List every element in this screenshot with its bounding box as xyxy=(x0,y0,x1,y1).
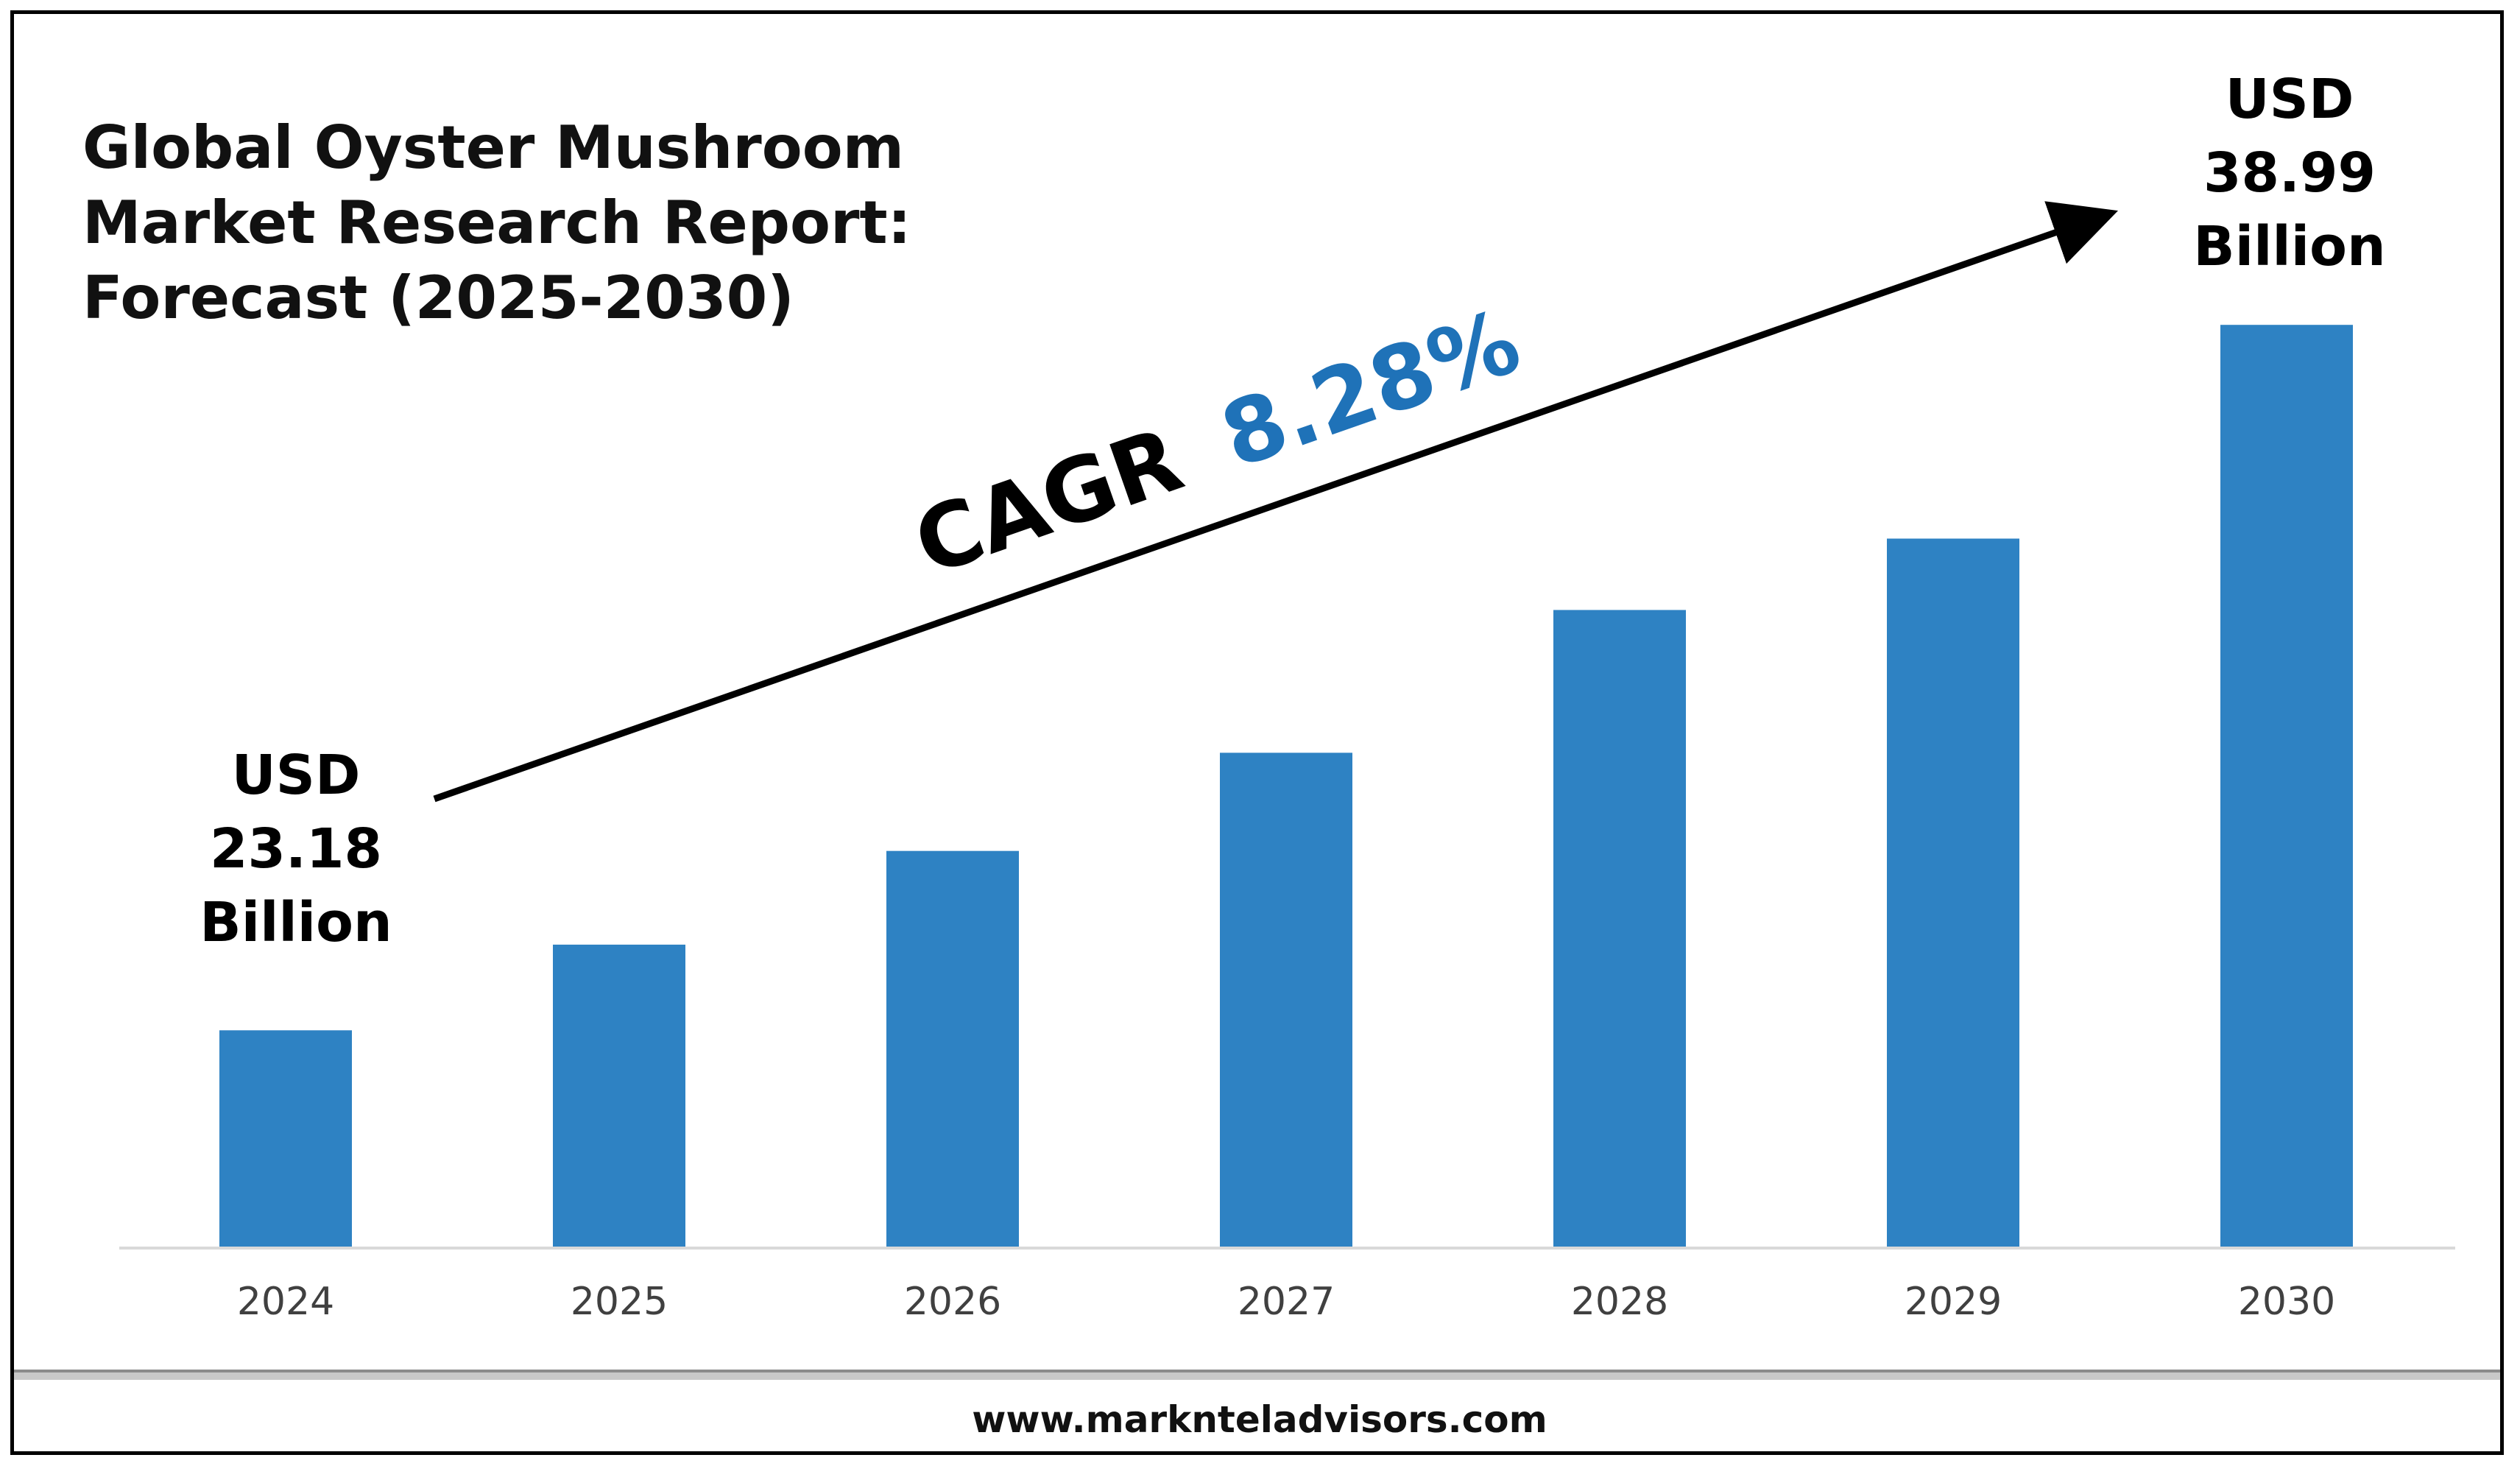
start-value-callout: USD 23.18 Billion xyxy=(200,744,392,954)
x-tick-label-2025: 2025 xyxy=(571,1280,668,1324)
cagr-label: CAGR 8.28% xyxy=(903,291,1533,596)
bar-2025 xyxy=(553,944,685,1248)
cagr-value: 8.28% xyxy=(1209,291,1532,489)
footer-url[interactable]: www.marknteladvisors.com xyxy=(972,1398,1547,1441)
bar-2024 xyxy=(219,1030,352,1248)
bar-2026 xyxy=(886,850,1019,1248)
title-line-1: Global Oyster Mushroom xyxy=(82,113,904,182)
x-tick-label-2028: 2028 xyxy=(1571,1280,1668,1324)
end-callout-unit: Billion xyxy=(2193,215,2385,278)
start-callout-value: 23.18 xyxy=(210,817,382,881)
bar-2027 xyxy=(1220,753,1352,1248)
x-tick-label-2024: 2024 xyxy=(237,1280,334,1324)
x-tick-label-2029: 2029 xyxy=(1905,1280,2002,1324)
x-tick-label-2027: 2027 xyxy=(1238,1280,1335,1324)
x-tick-label-2030: 2030 xyxy=(2238,1280,2335,1324)
bar-2029 xyxy=(1887,538,2019,1248)
title-line-3: Forecast (2025-2030) xyxy=(82,264,794,332)
start-callout-currency: USD xyxy=(232,744,361,807)
chart-title: Global Oyster Mushroom Market Research R… xyxy=(82,113,911,332)
cagr-prefix: CAGR xyxy=(903,409,1195,596)
end-value-callout: USD 38.99 Billion xyxy=(2193,68,2385,278)
x-axis-ticks: 2024 2025 2026 2027 2028 2029 2030 xyxy=(237,1280,2335,1324)
bars-group xyxy=(219,325,2353,1248)
footer-separator-shadow xyxy=(14,1372,2500,1380)
end-callout-currency: USD xyxy=(2226,68,2354,131)
trend-arrow xyxy=(433,201,2118,803)
start-callout-unit: Billion xyxy=(200,891,392,954)
x-tick-label-2026: 2026 xyxy=(904,1280,1001,1324)
title-line-2: Market Research Report: xyxy=(82,188,911,257)
bar-2030 xyxy=(2220,325,2353,1248)
end-callout-value: 38.99 xyxy=(2203,141,2376,205)
bar-2028 xyxy=(1553,610,1686,1248)
